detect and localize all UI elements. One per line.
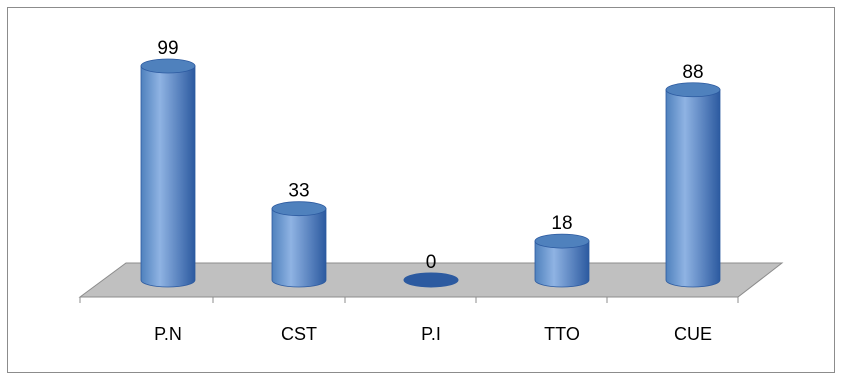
bar-cst (271, 201, 327, 288)
bar-p-i (403, 272, 459, 288)
bar-zero-disk (403, 272, 459, 288)
bar-body (140, 65, 196, 288)
bars-layer (140, 58, 721, 288)
bar-body (665, 89, 721, 288)
bar-top-cap (140, 58, 196, 74)
bar-p-n (140, 58, 196, 288)
category-labels-layer: P.N CST P.I TTO CUE (154, 324, 712, 344)
x-tick-label: TTO (544, 324, 580, 344)
data-label: 88 (682, 62, 703, 83)
bar-cue (665, 82, 721, 288)
data-label: 99 (157, 38, 178, 59)
x-tick-label: CST (281, 324, 317, 344)
category-ticks (79, 297, 739, 303)
bar-top-cap (665, 82, 721, 98)
bar-tto (534, 233, 590, 288)
data-label: 18 (551, 213, 572, 234)
bar-body (271, 208, 327, 288)
x-tick-label: P.N (154, 324, 182, 344)
bar-top-cap (534, 233, 590, 249)
data-labels-layer: 99 33 0 18 88 (157, 38, 703, 273)
bar-body (534, 240, 590, 288)
bar-top-cap (271, 201, 327, 217)
data-label: 33 (288, 181, 309, 202)
x-tick-label: CUE (674, 324, 712, 344)
data-label: 0 (426, 252, 437, 273)
x-tick-label: P.I (421, 324, 441, 344)
